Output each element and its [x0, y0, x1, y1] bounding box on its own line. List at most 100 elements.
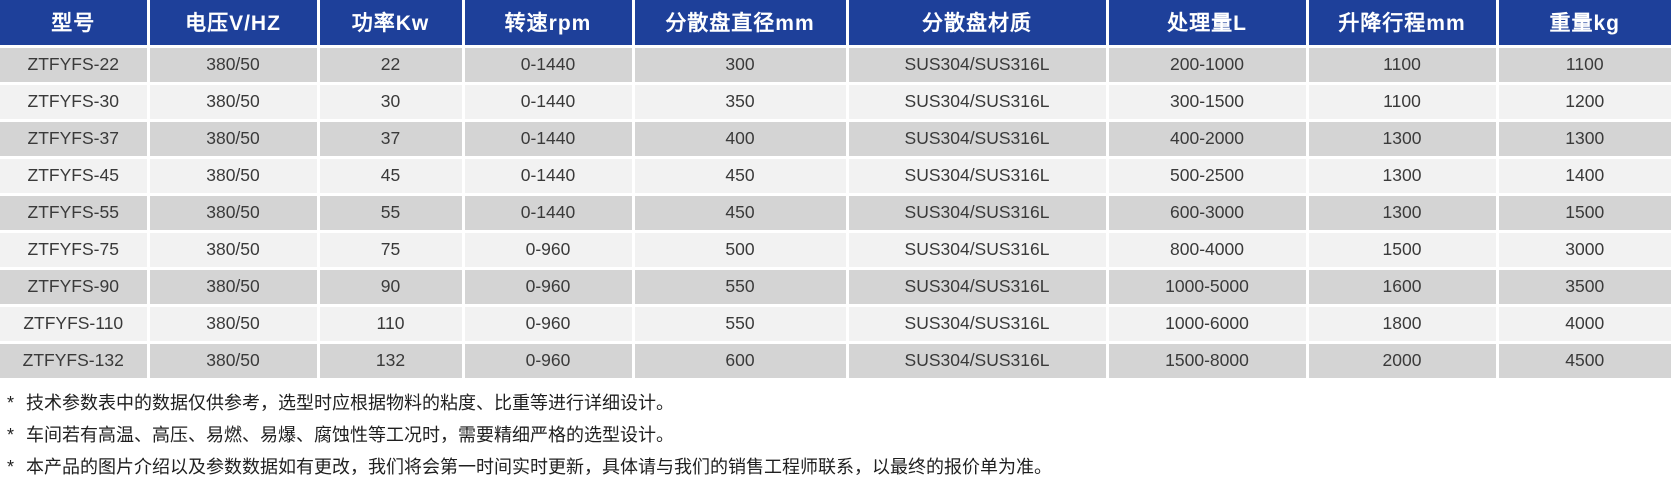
table-cell-model: ZTFYFS-75 [0, 231, 150, 270]
table-cell-lift-stroke: 2000 [1307, 342, 1499, 381]
column-header-lift-stroke: 升降行程mm [1307, 0, 1499, 48]
table-cell-speed: 0-1440 [463, 46, 635, 85]
table-cell-lift-stroke: 1800 [1307, 305, 1499, 344]
table-cell-disc-diameter: 400 [633, 120, 849, 159]
table-cell-voltage: 380/50 [148, 83, 320, 122]
table-cell-voltage: 380/50 [148, 342, 320, 381]
table-cell-capacity: 500-2500 [1107, 157, 1309, 196]
table-cell-capacity: 1500-8000 [1107, 342, 1309, 381]
table-cell-disc-diameter: 350 [633, 83, 849, 122]
table-cell-disc-diameter: 550 [633, 268, 849, 307]
table-cell-disc-material: SUS304/SUS316L [847, 83, 1109, 122]
table-cell-disc-material: SUS304/SUS316L [847, 46, 1109, 85]
table-cell-disc-material: SUS304/SUS316L [847, 120, 1109, 159]
table-cell-speed: 0-1440 [463, 194, 635, 233]
table-cell-power: 45 [318, 157, 465, 196]
table-cell-power: 30 [318, 83, 465, 122]
table-row: ZTFYFS-22 380/50 22 0-1440 300 SUS304/SUS316L… [0, 46, 1671, 85]
table-cell-voltage: 380/50 [148, 305, 320, 344]
column-header-weight: 重量kg [1497, 0, 1671, 48]
table-cell-model: ZTFYFS-45 [0, 157, 150, 196]
column-header-capacity: 处理量L [1107, 0, 1309, 48]
table-cell-disc-diameter: 450 [633, 157, 849, 196]
table-cell-capacity: 400-2000 [1107, 120, 1309, 159]
table-cell-disc-diameter: 300 [633, 46, 849, 85]
footnotes: * 技术参数表中的数据仅供参考，选型时应根据物料的粘度、比重等进行详细设计。 * 车间… [0, 381, 1671, 483]
table-cell-disc-material: SUS304/SUS316L [847, 194, 1109, 233]
table-cell-model: ZTFYFS-30 [0, 83, 150, 122]
table-cell-weight: 1500 [1497, 194, 1671, 233]
table-cell-lift-stroke: 1300 [1307, 120, 1499, 159]
table-cell-lift-stroke: 1500 [1307, 231, 1499, 270]
footnote-asterisk-marker: * [7, 392, 15, 413]
table-cell-model: ZTFYFS-90 [0, 268, 150, 307]
table-cell-model: ZTFYFS-22 [0, 46, 150, 85]
column-header-model: 型号 [0, 0, 150, 48]
footnote-text: 本产品的图片介绍以及参数数据如有更改，我们将会第一时间实时更新，具体请与我们的销… [26, 456, 1053, 477]
footnote-line: * 车间若有高温、高压、易燃、易爆、腐蚀性等工况时，需要精细严格的选型设计。 [7, 419, 1671, 451]
spec-table: 型号 电压V/HZ 功率Kw 转速rpm 分散盘直径mm 分散盘材质 处理量L 升降行程mm 重… [0, 0, 1671, 381]
table-cell-power: 37 [318, 120, 465, 159]
table-cell-disc-material: SUS304/SUS316L [847, 231, 1109, 270]
table-cell-power: 75 [318, 231, 465, 270]
table-body: ZTFYFS-22 380/50 22 0-1440 300 SUS304/SUS316L… [0, 46, 1671, 381]
footnote-line: * 本产品的图片介绍以及参数数据如有更改，我们将会第一时间实时更新，具体请与我们的… [7, 451, 1671, 483]
column-header-disc-material: 分散盘材质 [847, 0, 1109, 48]
footnote-line: * 技术参数表中的数据仅供参考，选型时应根据物料的粘度、比重等进行详细设计。 [7, 387, 1671, 419]
table-cell-capacity: 600-3000 [1107, 194, 1309, 233]
footnote-text: 技术参数表中的数据仅供参考，选型时应根据物料的粘度、比重等进行详细设计。 [26, 392, 675, 413]
table-cell-capacity: 200-1000 [1107, 46, 1309, 85]
column-header-power: 功率Kw [318, 0, 465, 48]
table-cell-power: 132 [318, 342, 465, 381]
table-cell-disc-material: SUS304/SUS316L [847, 268, 1109, 307]
table-cell-voltage: 380/50 [148, 157, 320, 196]
table-row: ZTFYFS-132 380/50 132 0-960 600 SUS304/SUS316… [0, 342, 1671, 381]
column-header-speed: 转速rpm [463, 0, 635, 48]
table-cell-weight: 3500 [1497, 268, 1671, 307]
table-cell-model: ZTFYFS-37 [0, 120, 150, 159]
table-cell-weight: 1200 [1497, 83, 1671, 122]
table-cell-weight: 1400 [1497, 157, 1671, 196]
table-cell-disc-diameter: 600 [633, 342, 849, 381]
footnote-asterisk-marker: * [7, 424, 15, 445]
table-cell-weight: 1100 [1497, 46, 1671, 85]
footnote-asterisk-marker: * [7, 456, 15, 477]
table-cell-disc-diameter: 500 [633, 231, 849, 270]
table-cell-model: ZTFYFS-132 [0, 342, 150, 381]
table-row: ZTFYFS-90 380/50 90 0-960 550 SUS304/SUS316L 1… [0, 268, 1671, 307]
table-cell-voltage: 380/50 [148, 268, 320, 307]
column-header-disc-diameter: 分散盘直径mm [633, 0, 849, 48]
table-cell-model: ZTFYFS-55 [0, 194, 150, 233]
table-cell-speed: 0-1440 [463, 157, 635, 196]
table-cell-power: 22 [318, 46, 465, 85]
table-cell-disc-material: SUS304/SUS316L [847, 342, 1109, 381]
footnote-text: 车间若有高温、高压、易燃、易爆、腐蚀性等工况时，需要精细严格的选型设计。 [26, 424, 675, 445]
table-row: ZTFYFS-110 380/50 110 0-960 550 SUS304/SUS316… [0, 305, 1671, 344]
table-cell-speed: 0-960 [463, 231, 635, 270]
table-cell-weight: 3000 [1497, 231, 1671, 270]
table-cell-capacity: 1000-5000 [1107, 268, 1309, 307]
table-cell-speed: 0-960 [463, 305, 635, 344]
table-cell-weight: 4000 [1497, 305, 1671, 344]
table-cell-voltage: 380/50 [148, 120, 320, 159]
table-row: ZTFYFS-30 380/50 30 0-1440 350 SUS304/SUS316L… [0, 83, 1671, 122]
table-cell-disc-diameter: 550 [633, 305, 849, 344]
table-row: ZTFYFS-55 380/50 55 0-1440 450 SUS304/SUS316L… [0, 194, 1671, 233]
table-row: ZTFYFS-37 380/50 37 0-1440 400 SUS304/SUS316L… [0, 120, 1671, 159]
table-row: ZTFYFS-45 380/50 45 0-1440 450 SUS304/SUS316L… [0, 157, 1671, 196]
table-cell-lift-stroke: 1300 [1307, 194, 1499, 233]
table-cell-lift-stroke: 1600 [1307, 268, 1499, 307]
table-header: 型号 电压V/HZ 功率Kw 转速rpm 分散盘直径mm 分散盘材质 处理量L 升降行程mm 重… [0, 0, 1671, 48]
table-cell-power: 90 [318, 268, 465, 307]
table-cell-capacity: 300-1500 [1107, 83, 1309, 122]
table-cell-lift-stroke: 1100 [1307, 46, 1499, 85]
table-cell-voltage: 380/50 [148, 231, 320, 270]
table-cell-capacity: 1000-6000 [1107, 305, 1309, 344]
table-cell-capacity: 800-4000 [1107, 231, 1309, 270]
table-row: ZTFYFS-75 380/50 75 0-960 500 SUS304/SUS316L 8… [0, 231, 1671, 270]
table-cell-power: 55 [318, 194, 465, 233]
table-cell-model: ZTFYFS-110 [0, 305, 150, 344]
table-header-row: 型号 电压V/HZ 功率Kw 转速rpm 分散盘直径mm 分散盘材质 处理量L 升降行程mm 重… [0, 0, 1671, 48]
table-cell-lift-stroke: 1100 [1307, 83, 1499, 122]
